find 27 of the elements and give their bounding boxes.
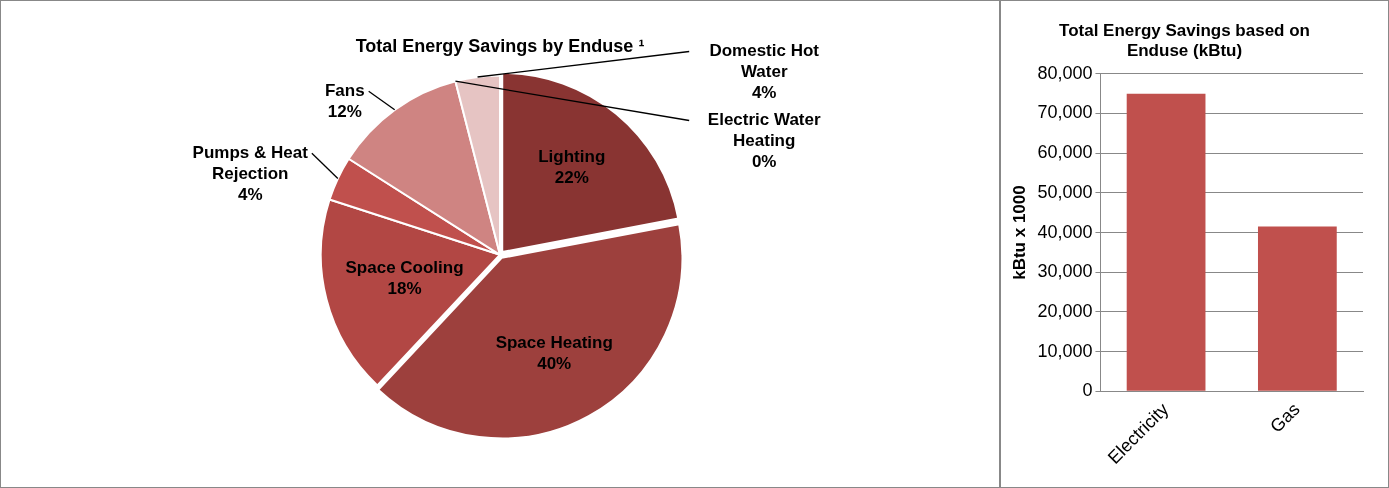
slice-label: Pumps & Heat Rejection [192,142,309,183]
y-tick-label: 30,000 [1037,261,1093,282]
data-label: 40% [537,353,572,373]
slice-label: Space Heating [495,332,613,352]
slice-label: Space Cooling [345,258,464,278]
slice-label: Lighting [538,147,606,167]
slice-label: Domestic Hot Water [709,41,820,82]
y-tick-label: 60,000 [1037,142,1093,163]
text: 0% [751,152,777,172]
y-axis-title: kBtu x 1000 [1009,185,1029,280]
chart-title: Total Energy Savings based on Enduse (kBtu) [1059,20,1310,61]
y-tick-label: 80,000 [1037,62,1093,83]
x-tick-label: Gas [1266,399,1304,437]
data-label: 4% [751,83,777,103]
y-tick-label: 40,000 [1037,221,1093,242]
y-tick-label: 0 [1082,380,1093,401]
slice-label: Fans [324,80,365,100]
data-label: 22% [554,168,589,188]
y-tick-label: 70,000 [1037,102,1093,123]
y-tick-label: 10,000 [1037,340,1093,361]
data-label: 12% [327,101,362,121]
chart-title: Total Energy Savings by Enduse ¹ [355,35,645,56]
data-label: 4% [237,184,263,204]
y-tick-label: 20,000 [1037,300,1093,321]
data-label: 18% [387,279,422,299]
y-tick-label: 50,000 [1037,181,1093,202]
category-label: Electric Water Heating [707,110,821,151]
